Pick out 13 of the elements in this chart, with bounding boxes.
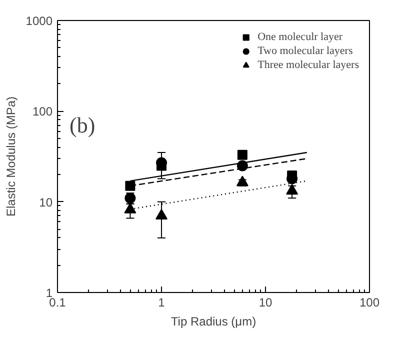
y-tick-label: 1000: [26, 14, 53, 28]
y-tick-label: 100: [32, 104, 53, 119]
x-axis-title: Tip Radius (μm): [170, 314, 256, 328]
annotation: (b): [70, 112, 96, 138]
x-tick-label: 100: [359, 296, 380, 310]
x-tick-label: 1: [158, 296, 166, 310]
legend-label: Two molecular layers: [258, 45, 353, 57]
y-axis-title: Elastic Modulus (MPa): [4, 96, 18, 217]
legend-label: Three molecular layers: [258, 59, 359, 71]
x-tick-label: 10: [258, 296, 272, 310]
x-tick-label: 0.1: [49, 296, 66, 310]
legend-label: One moleculr layer: [258, 31, 343, 43]
y-tick-label: 10: [39, 195, 53, 210]
